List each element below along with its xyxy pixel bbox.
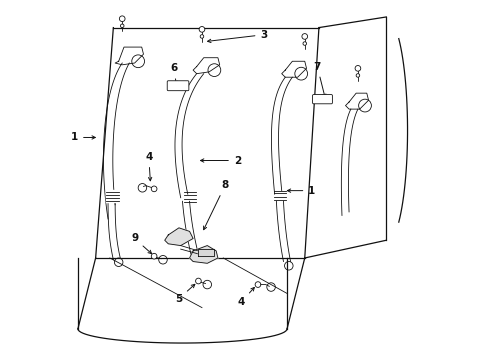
Circle shape	[301, 33, 307, 39]
Polygon shape	[189, 246, 218, 263]
Circle shape	[255, 282, 260, 287]
Circle shape	[151, 253, 157, 259]
Text: 2: 2	[200, 156, 241, 166]
Text: 1: 1	[287, 186, 315, 195]
Circle shape	[303, 42, 306, 45]
Polygon shape	[96, 28, 318, 258]
Text: 7: 7	[313, 62, 325, 98]
Polygon shape	[193, 58, 219, 74]
Polygon shape	[386, 39, 407, 222]
Circle shape	[119, 16, 125, 22]
Text: 6: 6	[170, 63, 177, 85]
Polygon shape	[164, 228, 193, 246]
Text: 5: 5	[175, 284, 194, 304]
Polygon shape	[345, 93, 368, 109]
Circle shape	[195, 278, 201, 284]
FancyBboxPatch shape	[312, 95, 332, 104]
FancyBboxPatch shape	[167, 81, 188, 91]
Text: 3: 3	[207, 30, 267, 42]
Text: 9: 9	[131, 234, 151, 254]
Polygon shape	[105, 190, 119, 202]
Text: 1: 1	[71, 132, 95, 143]
Circle shape	[199, 27, 204, 32]
Text: 4: 4	[145, 152, 152, 181]
Text: 8: 8	[203, 180, 228, 230]
Circle shape	[151, 186, 157, 192]
Circle shape	[354, 66, 360, 71]
Polygon shape	[198, 249, 214, 256]
Polygon shape	[115, 47, 143, 65]
Polygon shape	[281, 61, 306, 77]
Polygon shape	[78, 258, 304, 329]
Circle shape	[200, 35, 203, 38]
Circle shape	[120, 24, 124, 28]
Text: 4: 4	[237, 287, 254, 307]
Circle shape	[355, 74, 359, 77]
